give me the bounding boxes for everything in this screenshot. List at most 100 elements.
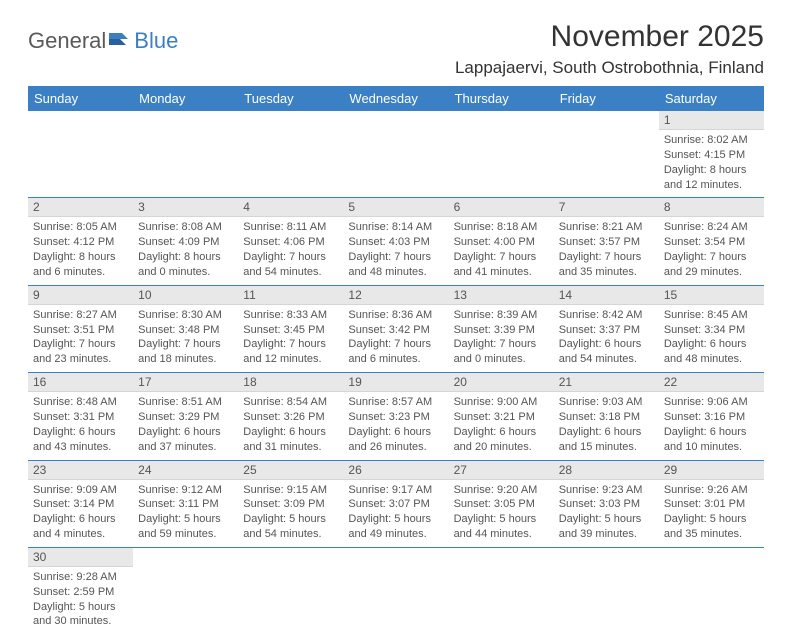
daylight-text: Daylight: 6 hours and 20 minutes. <box>454 425 549 455</box>
daylight-text: Daylight: 7 hours and 12 minutes. <box>243 337 338 367</box>
header: General Blue November 2025 Lappajaervi, … <box>28 20 764 78</box>
day-details: Sunrise: 8:54 AMSunset: 3:26 PMDaylight:… <box>238 392 343 459</box>
day-details: Sunrise: 9:03 AMSunset: 3:18 PMDaylight:… <box>554 392 659 459</box>
sunset-text: Sunset: 3:23 PM <box>348 410 443 425</box>
day-number: 4 <box>238 198 343 217</box>
location-text: Lappajaervi, South Ostrobothnia, Finland <box>455 58 764 78</box>
daylight-text: Daylight: 6 hours and 43 minutes. <box>33 425 128 455</box>
calendar-cell <box>659 547 764 634</box>
sunset-text: Sunset: 3:21 PM <box>454 410 549 425</box>
day-details: Sunrise: 8:18 AMSunset: 4:00 PMDaylight:… <box>449 217 554 284</box>
daylight-text: Daylight: 5 hours and 49 minutes. <box>348 512 443 542</box>
calendar-cell: 23Sunrise: 9:09 AMSunset: 3:14 PMDayligh… <box>28 460 133 547</box>
sunset-text: Sunset: 4:00 PM <box>454 235 549 250</box>
logo-text-general: General <box>28 28 106 54</box>
day-number: 13 <box>449 286 554 305</box>
calendar-cell <box>238 111 343 198</box>
sunset-text: Sunset: 3:11 PM <box>138 497 233 512</box>
calendar-cell <box>238 547 343 634</box>
daylight-text: Daylight: 8 hours and 12 minutes. <box>664 163 759 193</box>
daylight-text: Daylight: 6 hours and 26 minutes. <box>348 425 443 455</box>
day-details: Sunrise: 9:28 AMSunset: 2:59 PMDaylight:… <box>28 567 133 634</box>
sunrise-text: Sunrise: 8:51 AM <box>138 395 233 410</box>
sunset-text: Sunset: 4:12 PM <box>33 235 128 250</box>
daylight-text: Daylight: 7 hours and 41 minutes. <box>454 250 549 280</box>
day-number: 30 <box>28 548 133 567</box>
sunset-text: Sunset: 3:45 PM <box>243 323 338 338</box>
sunrise-text: Sunrise: 8:36 AM <box>348 308 443 323</box>
sunset-text: Sunset: 4:15 PM <box>664 148 759 163</box>
daylight-text: Daylight: 7 hours and 29 minutes. <box>664 250 759 280</box>
sunrise-text: Sunrise: 9:15 AM <box>243 483 338 498</box>
calendar-cell: 4Sunrise: 8:11 AMSunset: 4:06 PMDaylight… <box>238 198 343 285</box>
sunset-text: Sunset: 3:42 PM <box>348 323 443 338</box>
calendar-cell <box>28 111 133 198</box>
calendar-cell: 16Sunrise: 8:48 AMSunset: 3:31 PMDayligh… <box>28 373 133 460</box>
calendar-cell: 20Sunrise: 9:00 AMSunset: 3:21 PMDayligh… <box>449 373 554 460</box>
calendar-cell <box>554 547 659 634</box>
calendar-row: 16Sunrise: 8:48 AMSunset: 3:31 PMDayligh… <box>28 373 764 460</box>
daylight-text: Daylight: 7 hours and 48 minutes. <box>348 250 443 280</box>
day-number: 21 <box>554 373 659 392</box>
sunrise-text: Sunrise: 9:17 AM <box>348 483 443 498</box>
calendar-cell: 19Sunrise: 8:57 AMSunset: 3:23 PMDayligh… <box>343 373 448 460</box>
month-title: November 2025 <box>455 20 764 54</box>
sunrise-text: Sunrise: 8:08 AM <box>138 220 233 235</box>
daylight-text: Daylight: 6 hours and 48 minutes. <box>664 337 759 367</box>
sunset-text: Sunset: 4:09 PM <box>138 235 233 250</box>
day-number: 18 <box>238 373 343 392</box>
daylight-text: Daylight: 5 hours and 39 minutes. <box>559 512 654 542</box>
calendar-cell: 6Sunrise: 8:18 AMSunset: 4:00 PMDaylight… <box>449 198 554 285</box>
daylight-text: Daylight: 6 hours and 4 minutes. <box>33 512 128 542</box>
sunrise-text: Sunrise: 8:33 AM <box>243 308 338 323</box>
calendar-cell: 1Sunrise: 8:02 AMSunset: 4:15 PMDaylight… <box>659 111 764 198</box>
day-header: Tuesday <box>238 86 343 111</box>
day-number: 6 <box>449 198 554 217</box>
sunset-text: Sunset: 3:01 PM <box>664 497 759 512</box>
day-number: 9 <box>28 286 133 305</box>
sunrise-text: Sunrise: 8:14 AM <box>348 220 443 235</box>
sunrise-text: Sunrise: 8:02 AM <box>664 133 759 148</box>
day-details: Sunrise: 8:57 AMSunset: 3:23 PMDaylight:… <box>343 392 448 459</box>
sunset-text: Sunset: 3:09 PM <box>243 497 338 512</box>
daylight-text: Daylight: 7 hours and 23 minutes. <box>33 337 128 367</box>
day-details: Sunrise: 9:23 AMSunset: 3:03 PMDaylight:… <box>554 480 659 547</box>
day-details: Sunrise: 8:39 AMSunset: 3:39 PMDaylight:… <box>449 305 554 372</box>
sunset-text: Sunset: 3:57 PM <box>559 235 654 250</box>
day-number: 5 <box>343 198 448 217</box>
day-header: Thursday <box>449 86 554 111</box>
calendar-cell: 7Sunrise: 8:21 AMSunset: 3:57 PMDaylight… <box>554 198 659 285</box>
calendar-cell: 8Sunrise: 8:24 AMSunset: 3:54 PMDaylight… <box>659 198 764 285</box>
day-number: 2 <box>28 198 133 217</box>
sunset-text: Sunset: 3:31 PM <box>33 410 128 425</box>
sunrise-text: Sunrise: 8:05 AM <box>33 220 128 235</box>
day-header: Saturday <box>659 86 764 111</box>
logo: General Blue <box>28 20 178 54</box>
daylight-text: Daylight: 6 hours and 54 minutes. <box>559 337 654 367</box>
daylight-text: Daylight: 5 hours and 59 minutes. <box>138 512 233 542</box>
calendar-cell: 14Sunrise: 8:42 AMSunset: 3:37 PMDayligh… <box>554 285 659 372</box>
calendar-cell: 28Sunrise: 9:23 AMSunset: 3:03 PMDayligh… <box>554 460 659 547</box>
sunrise-text: Sunrise: 9:09 AM <box>33 483 128 498</box>
daylight-text: Daylight: 5 hours and 35 minutes. <box>664 512 759 542</box>
daylight-text: Daylight: 6 hours and 37 minutes. <box>138 425 233 455</box>
calendar-cell: 17Sunrise: 8:51 AMSunset: 3:29 PMDayligh… <box>133 373 238 460</box>
sunrise-text: Sunrise: 8:27 AM <box>33 308 128 323</box>
daylight-text: Daylight: 6 hours and 31 minutes. <box>243 425 338 455</box>
day-details: Sunrise: 9:17 AMSunset: 3:07 PMDaylight:… <box>343 480 448 547</box>
calendar-row: 9Sunrise: 8:27 AMSunset: 3:51 PMDaylight… <box>28 285 764 372</box>
calendar-cell: 30Sunrise: 9:28 AMSunset: 2:59 PMDayligh… <box>28 547 133 634</box>
calendar-cell <box>133 547 238 634</box>
sunrise-text: Sunrise: 8:39 AM <box>454 308 549 323</box>
sunset-text: Sunset: 3:48 PM <box>138 323 233 338</box>
sunrise-text: Sunrise: 8:48 AM <box>33 395 128 410</box>
daylight-text: Daylight: 8 hours and 0 minutes. <box>138 250 233 280</box>
calendar-cell: 26Sunrise: 9:17 AMSunset: 3:07 PMDayligh… <box>343 460 448 547</box>
day-number: 7 <box>554 198 659 217</box>
calendar-cell <box>133 111 238 198</box>
calendar-cell: 21Sunrise: 9:03 AMSunset: 3:18 PMDayligh… <box>554 373 659 460</box>
daylight-text: Daylight: 7 hours and 54 minutes. <box>243 250 338 280</box>
daylight-text: Daylight: 7 hours and 0 minutes. <box>454 337 549 367</box>
day-details: Sunrise: 8:05 AMSunset: 4:12 PMDaylight:… <box>28 217 133 284</box>
sunset-text: Sunset: 3:37 PM <box>559 323 654 338</box>
